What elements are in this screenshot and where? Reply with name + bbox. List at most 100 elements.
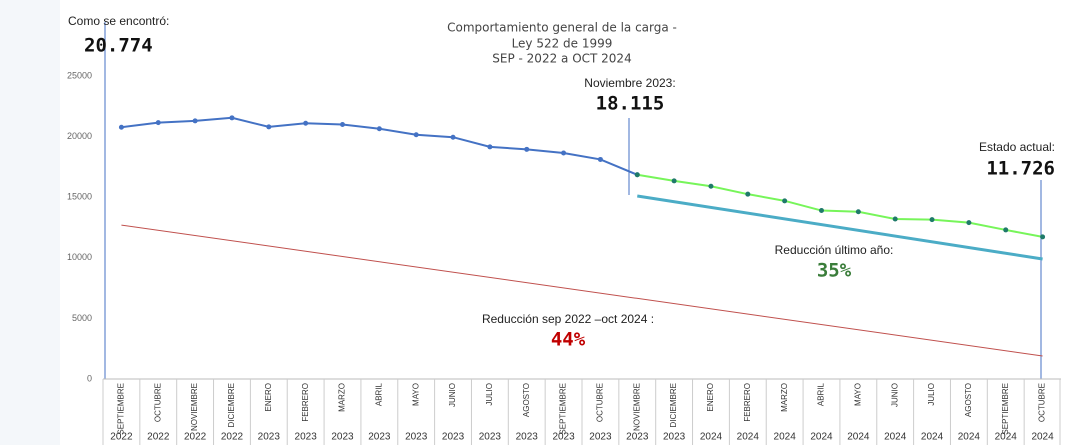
point [708, 183, 714, 189]
y-tick-label: 5000 [72, 313, 92, 323]
x-tick-label: OCTUBRE [1038, 383, 1047, 422]
series-line [637, 173, 1043, 238]
annotation-value: 20.774 [84, 35, 153, 57]
x-tick-label: SEPTIEMBRE [559, 383, 568, 435]
x-year-label: 2024 [921, 432, 944, 443]
point [376, 126, 382, 132]
annotation-label: Reducción sep 2022 –oct 2024 : [482, 312, 654, 326]
x-tick-label: MARZO [338, 383, 347, 412]
x-year-label: 2024 [995, 432, 1018, 443]
point [634, 172, 640, 178]
annotation-label: Como se encontró: [68, 14, 169, 28]
trend-line [121, 224, 1043, 357]
point [745, 191, 751, 197]
x-tick-label: JULIO [927, 383, 936, 406]
y-tick-label: 25000 [67, 70, 92, 80]
point [929, 217, 935, 223]
x-tick-label: MAYO [853, 383, 862, 406]
x-year-label: 2024 [700, 432, 723, 443]
x-year-label: 2023 [331, 432, 354, 443]
x-year-label: 2023 [479, 432, 502, 443]
x-tick-label: JULIO [485, 383, 494, 406]
x-year-label: 2023 [589, 432, 612, 443]
x-tick-label: JUNIO [448, 383, 457, 407]
x-year-label: 2023 [516, 432, 539, 443]
x-year-label: 2022 [110, 432, 133, 443]
x-year-label: 2023 [663, 432, 686, 443]
x-tick-label: NOVIEMBRE [190, 383, 199, 431]
x-tick-label: ENERO [264, 383, 273, 411]
annotation-label: Reducción último año: [775, 243, 894, 257]
point [524, 146, 530, 152]
x-tick-label: MAYO [411, 383, 420, 406]
point [892, 216, 898, 222]
point [118, 124, 124, 130]
point [671, 178, 677, 184]
x-year-label: 2022 [221, 432, 244, 443]
point [597, 156, 603, 162]
x-year-label: 2024 [774, 432, 797, 443]
point [966, 220, 972, 226]
annotation-value: 18.115 [596, 93, 665, 115]
x-tick-label: AGOSTO [964, 383, 973, 417]
point [266, 124, 272, 130]
annotation-value: 35% [817, 260, 852, 282]
point [1040, 234, 1046, 240]
x-tick-label: OCTUBRE [596, 383, 605, 422]
x-year-label: 2023 [552, 432, 575, 443]
x-year-label: 2023 [442, 432, 465, 443]
point [1003, 227, 1009, 233]
chart-title: Comportamiento general de la carga - [447, 21, 677, 35]
x-year-label: 2023 [626, 432, 649, 443]
annotation-label: Estado actual: [979, 140, 1055, 154]
side-decor [0, 0, 60, 445]
x-tick-label: SEPTIEMBRE [1001, 383, 1010, 435]
point [155, 120, 161, 126]
x-year-label: 2024 [737, 432, 760, 443]
x-tick-label: DICIEMBRE [669, 383, 678, 427]
y-tick-label: 10000 [67, 252, 92, 262]
x-tick-label: ABRIL [817, 382, 826, 406]
x-tick-label: DICIEMBRE [227, 383, 236, 427]
x-tick-label: FEBRERO [301, 383, 310, 422]
x-tick-label: FEBRERO [743, 383, 752, 422]
x-tick-label: JUNIO [890, 383, 899, 407]
chart-title: SEP - 2022 a OCT 2024 [492, 52, 631, 66]
point [192, 118, 198, 124]
point [487, 144, 493, 150]
x-year-label: 2023 [405, 432, 428, 443]
x-tick-label: ENERO [706, 383, 715, 411]
point [340, 121, 345, 127]
x-tick-label: ABRIL [374, 382, 383, 406]
chart-title: Ley 522 de 1999 [512, 37, 613, 51]
x-year-label: 2023 [258, 432, 281, 443]
x-tick-label: MARZO [780, 383, 789, 412]
x-year-label: 2023 [368, 432, 391, 443]
x-year-label: 2024 [810, 432, 833, 443]
x-year-label: 2023 [295, 432, 318, 443]
point [782, 198, 788, 204]
x-year-label: 2022 [184, 432, 207, 443]
y-tick-label: 15000 [67, 192, 92, 202]
annotation-value: 11.726 [986, 158, 1055, 180]
x-tick-label: OCTUBRE [153, 383, 162, 422]
x-year-label: 2024 [847, 432, 870, 443]
y-tick-label: 0 [87, 373, 92, 383]
x-year-label: 2024 [958, 432, 981, 443]
point [229, 115, 235, 121]
x-year-label: 2022 [147, 432, 170, 443]
point [855, 209, 861, 215]
point [303, 120, 309, 126]
x-tick-label: NOVIEMBRE [632, 383, 641, 431]
point [413, 132, 419, 138]
annotation-value: 44% [551, 329, 586, 351]
point [450, 134, 456, 140]
x-tick-label: AGOSTO [522, 383, 531, 417]
y-tick-label: 20000 [67, 131, 92, 141]
annotation-label: Noviembre 2023: [584, 76, 675, 90]
x-year-label: 2024 [884, 432, 907, 443]
trend-line [637, 194, 1043, 261]
x-year-label: 2024 [1031, 432, 1054, 443]
x-tick-label: SEPTIEMBRE [117, 383, 126, 435]
